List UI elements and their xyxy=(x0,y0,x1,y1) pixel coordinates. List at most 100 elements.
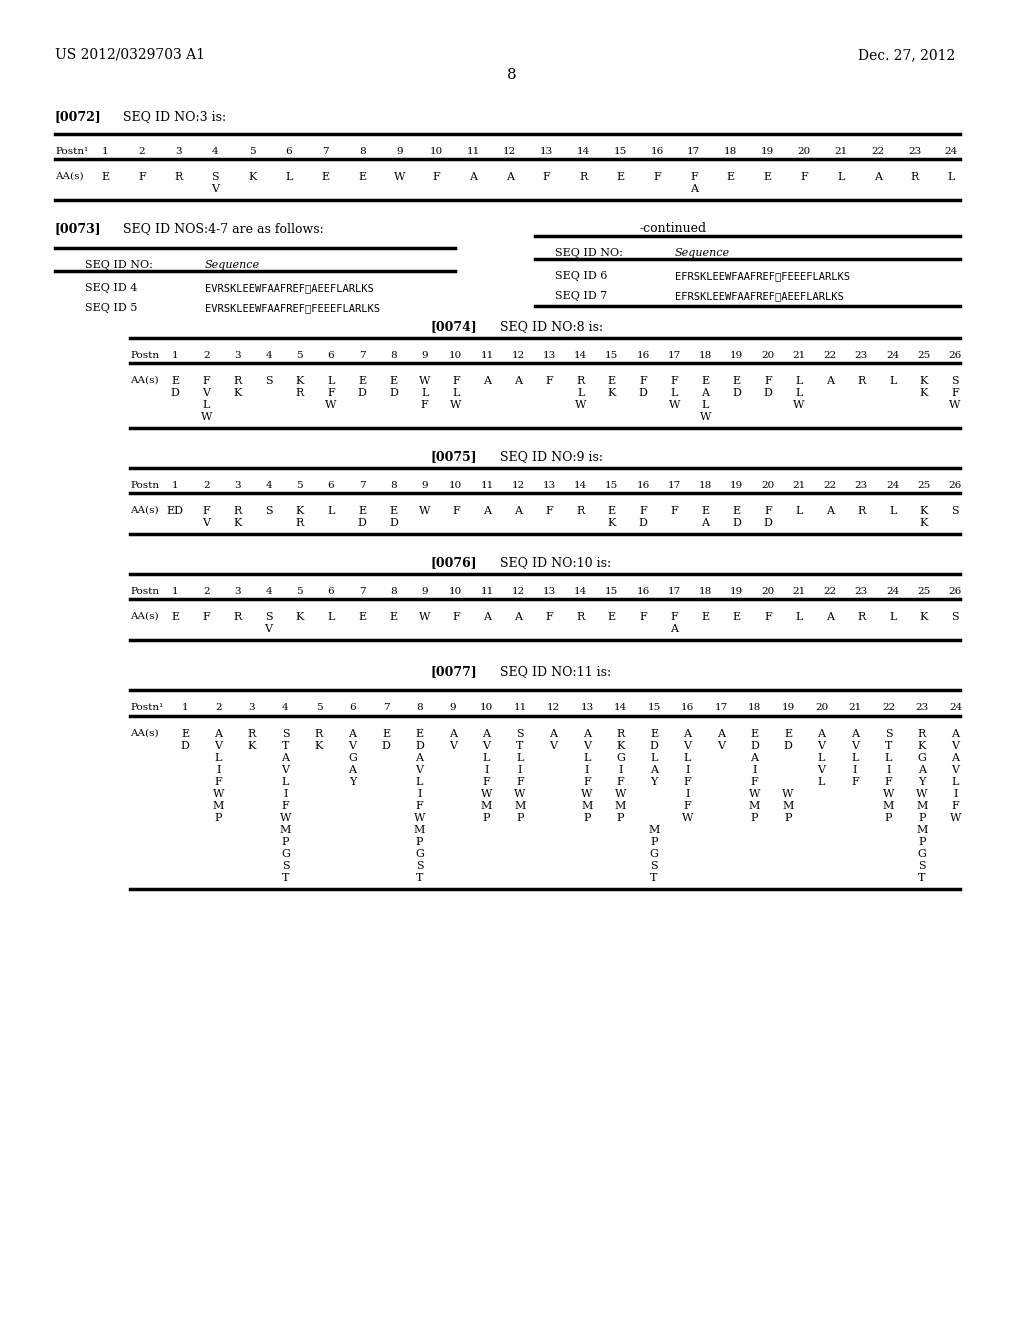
Text: 1: 1 xyxy=(181,704,188,711)
Text: E: E xyxy=(389,506,397,516)
Text: 17: 17 xyxy=(668,480,681,490)
Text: W: W xyxy=(414,813,425,822)
Text: S: S xyxy=(212,172,219,182)
Text: 9: 9 xyxy=(450,704,457,711)
Text: 20: 20 xyxy=(815,704,828,711)
Text: [0075]: [0075] xyxy=(430,450,476,463)
Text: R: R xyxy=(296,517,304,528)
Text: 14: 14 xyxy=(574,587,587,597)
Text: K: K xyxy=(233,517,242,528)
Text: 4: 4 xyxy=(283,704,289,711)
Text: 12: 12 xyxy=(503,147,516,156)
Text: T: T xyxy=(919,873,926,883)
Text: E: E xyxy=(416,729,424,739)
Text: P: P xyxy=(416,837,423,847)
Text: 14: 14 xyxy=(577,147,590,156)
Text: A: A xyxy=(214,729,222,739)
Text: V: V xyxy=(482,741,490,751)
Text: [0077]: [0077] xyxy=(430,665,477,678)
Text: [0074]: [0074] xyxy=(430,319,477,333)
Text: A: A xyxy=(826,506,835,516)
Text: E: E xyxy=(732,506,740,516)
Text: F: F xyxy=(801,172,808,182)
Text: 9: 9 xyxy=(421,480,428,490)
Text: D: D xyxy=(389,517,398,528)
Text: 17: 17 xyxy=(687,147,700,156)
Text: P: P xyxy=(282,837,289,847)
Text: E: E xyxy=(701,506,710,516)
Text: R: R xyxy=(857,506,865,516)
Text: 13: 13 xyxy=(581,704,594,711)
Text: F: F xyxy=(764,376,772,385)
Text: F: F xyxy=(851,777,859,787)
Text: F: F xyxy=(616,777,625,787)
Text: W: W xyxy=(782,789,794,799)
Text: S: S xyxy=(265,506,272,516)
Text: 15: 15 xyxy=(605,351,618,360)
Text: A: A xyxy=(483,612,490,622)
Text: W: W xyxy=(682,813,693,822)
Text: A: A xyxy=(506,172,514,182)
Text: L: L xyxy=(453,388,460,399)
Text: G: G xyxy=(616,752,625,763)
Text: E: E xyxy=(732,376,740,385)
Text: SEQ ID NO:11 is:: SEQ ID NO:11 is: xyxy=(500,665,611,678)
Text: Y: Y xyxy=(349,777,356,787)
Text: V: V xyxy=(683,741,691,751)
Text: 12: 12 xyxy=(512,351,525,360)
Text: W: W xyxy=(582,789,593,799)
Text: 5: 5 xyxy=(297,480,303,490)
Text: 11: 11 xyxy=(480,587,494,597)
Text: V: V xyxy=(817,766,825,775)
Text: P: P xyxy=(919,813,926,822)
Text: M: M xyxy=(883,801,894,810)
Text: I: I xyxy=(585,766,589,775)
Text: A: A xyxy=(514,506,522,516)
Text: L: L xyxy=(889,506,896,516)
Text: F: F xyxy=(684,777,691,787)
Text: S: S xyxy=(919,861,926,871)
Text: 6: 6 xyxy=(286,147,292,156)
Text: 8: 8 xyxy=(359,147,366,156)
Text: 15: 15 xyxy=(647,704,660,711)
Text: 26: 26 xyxy=(948,351,962,360)
Text: G: G xyxy=(281,849,290,859)
Text: D: D xyxy=(171,388,179,399)
Text: F: F xyxy=(653,172,660,182)
Text: EVRSKLEEWFAAFREF​FEEEFLARLKS: EVRSKLEEWFAAFREF​FEEEFLARLKS xyxy=(205,304,380,313)
Text: M: M xyxy=(749,801,760,810)
Text: 8: 8 xyxy=(416,704,423,711)
Text: 4: 4 xyxy=(265,587,272,597)
Text: K: K xyxy=(607,388,616,399)
Text: E: E xyxy=(101,172,110,182)
Text: E: E xyxy=(358,172,367,182)
Text: F: F xyxy=(516,777,524,787)
Text: 14: 14 xyxy=(574,351,587,360)
Text: 24: 24 xyxy=(949,704,963,711)
Text: E: E xyxy=(607,506,615,516)
Text: D: D xyxy=(639,517,647,528)
Text: 1: 1 xyxy=(101,147,109,156)
Text: E: E xyxy=(382,729,390,739)
Text: AA(s): AA(s) xyxy=(130,506,159,515)
Text: 1: 1 xyxy=(172,351,178,360)
Text: 26: 26 xyxy=(948,480,962,490)
Text: M: M xyxy=(614,801,627,810)
Text: I: I xyxy=(753,766,757,775)
Text: R: R xyxy=(577,612,585,622)
Text: F: F xyxy=(203,506,210,516)
Text: L: L xyxy=(650,752,657,763)
Text: SEQ ID NO:: SEQ ID NO: xyxy=(555,248,623,257)
Text: A: A xyxy=(918,766,926,775)
Text: 16: 16 xyxy=(636,351,649,360)
Text: W: W xyxy=(419,376,430,385)
Text: F: F xyxy=(751,777,759,787)
Text: T: T xyxy=(282,741,289,751)
Text: T: T xyxy=(650,873,657,883)
Text: D: D xyxy=(180,741,189,751)
Text: M: M xyxy=(514,801,525,810)
Text: W: W xyxy=(280,813,291,822)
Text: D: D xyxy=(732,388,741,399)
Text: R: R xyxy=(296,388,304,399)
Text: 2: 2 xyxy=(203,480,210,490)
